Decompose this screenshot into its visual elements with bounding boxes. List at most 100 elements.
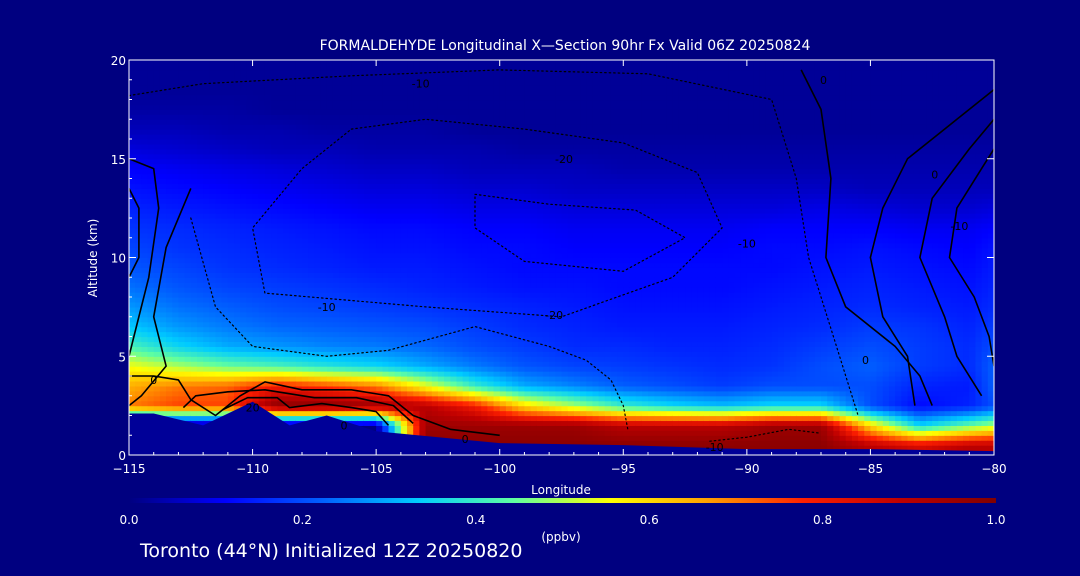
heatmap-cell [332, 242, 340, 249]
heatmap-cell [425, 84, 433, 91]
heatmap-cell [277, 361, 285, 367]
heatmap-cell [425, 148, 433, 155]
heatmap-cell [444, 99, 451, 106]
heatmap-cell [481, 104, 488, 110]
heatmap-cell [339, 237, 346, 244]
heatmap-cell [227, 267, 235, 273]
heatmap-cell [413, 227, 420, 234]
heatmap-cell [326, 361, 334, 367]
heatmap-cell [289, 173, 297, 180]
heatmap-cell [184, 203, 192, 209]
heatmap-cell [357, 356, 365, 362]
heatmap-cell [499, 237, 507, 244]
heatmap-cell [388, 420, 396, 426]
heatmap-cell [363, 139, 371, 145]
heatmap-cell [320, 89, 328, 96]
heatmap-cell [234, 297, 241, 303]
heatmap-cell [468, 163, 476, 170]
heatmap-cell [258, 193, 266, 199]
heatmap-cell [456, 371, 464, 377]
heatmap-cell [153, 84, 161, 91]
heatmap-cell [326, 306, 334, 313]
heatmap-cell [394, 79, 402, 86]
heatmap-cell [129, 227, 136, 234]
heatmap-cell [227, 173, 235, 180]
heatmap-cell [159, 371, 167, 377]
heatmap-cell [234, 188, 241, 194]
heatmap-cell [462, 351, 470, 357]
heatmap-cell [252, 321, 260, 328]
heatmap-cell [487, 158, 495, 165]
heatmap-cell [166, 232, 173, 239]
heatmap-cell [246, 311, 254, 318]
heatmap-cell [277, 134, 285, 140]
heatmap-cell [450, 435, 458, 441]
heatmap-cell [450, 198, 458, 204]
heatmap-cell [215, 331, 223, 338]
heatmap-cell [351, 346, 359, 352]
heatmap-cell [129, 326, 136, 333]
heatmap-cell [129, 232, 136, 239]
heatmap-cell [221, 84, 229, 91]
heatmap-cell [289, 119, 297, 125]
heatmap-cell [339, 341, 346, 347]
heatmap-cell [215, 316, 223, 323]
heatmap-cell [172, 301, 180, 308]
heatmap-cell [462, 148, 470, 155]
heatmap-cell [289, 134, 297, 140]
heatmap-cell [481, 173, 488, 180]
heatmap-cell [147, 237, 155, 244]
heatmap-cell [462, 361, 470, 367]
heatmap-cell [413, 405, 420, 412]
heatmap-cell [450, 262, 458, 268]
heatmap-cell [258, 84, 266, 91]
heatmap-cell [320, 282, 328, 288]
heatmap-cell [234, 232, 241, 239]
heatmap-cell [147, 178, 155, 185]
heatmap-cell [444, 193, 451, 199]
heatmap-cell [363, 400, 371, 407]
heatmap-cell [320, 306, 328, 313]
heatmap-cell [425, 208, 433, 214]
heatmap-cell [277, 148, 285, 155]
heatmap-cell [400, 257, 408, 264]
heatmap-cell [159, 237, 167, 244]
heatmap-cell [252, 198, 260, 204]
heatmap-cell [388, 371, 396, 377]
heatmap-cell [159, 282, 167, 288]
heatmap-cell [209, 395, 217, 402]
heatmap-cell [450, 109, 458, 115]
heatmap-cell [209, 104, 217, 110]
heatmap-cell [283, 267, 291, 273]
heatmap-cell [332, 148, 340, 155]
heatmap-cell [413, 143, 420, 150]
heatmap-cell [499, 60, 507, 66]
heatmap-cell [369, 415, 377, 422]
heatmap-cell [258, 203, 266, 209]
heatmap-cell [314, 168, 322, 175]
heatmap-cell [221, 69, 229, 76]
heatmap-cell [258, 94, 266, 101]
heatmap-cell [456, 395, 464, 402]
heatmap-cell [258, 124, 266, 130]
heatmap-cell [135, 292, 142, 298]
heatmap-cell [209, 188, 217, 194]
heatmap-cell [271, 222, 278, 229]
heatmap-cell [129, 356, 136, 362]
heatmap-cell [184, 346, 192, 352]
heatmap-cell [481, 114, 488, 120]
heatmap-cell [512, 380, 519, 387]
heatmap-cell [431, 395, 439, 402]
heatmap-cell [468, 242, 476, 249]
heatmap-cell [345, 99, 353, 106]
heatmap-cell [178, 306, 186, 313]
heatmap-cell [209, 237, 217, 244]
heatmap-cell [314, 198, 322, 204]
heatmap-cell [289, 306, 297, 313]
heatmap-cell [388, 297, 396, 303]
heatmap-cell [450, 272, 458, 278]
heatmap-cell [184, 351, 192, 357]
heatmap-cell [178, 346, 186, 352]
heatmap-cell [388, 198, 396, 204]
heatmap-cell [314, 272, 322, 278]
